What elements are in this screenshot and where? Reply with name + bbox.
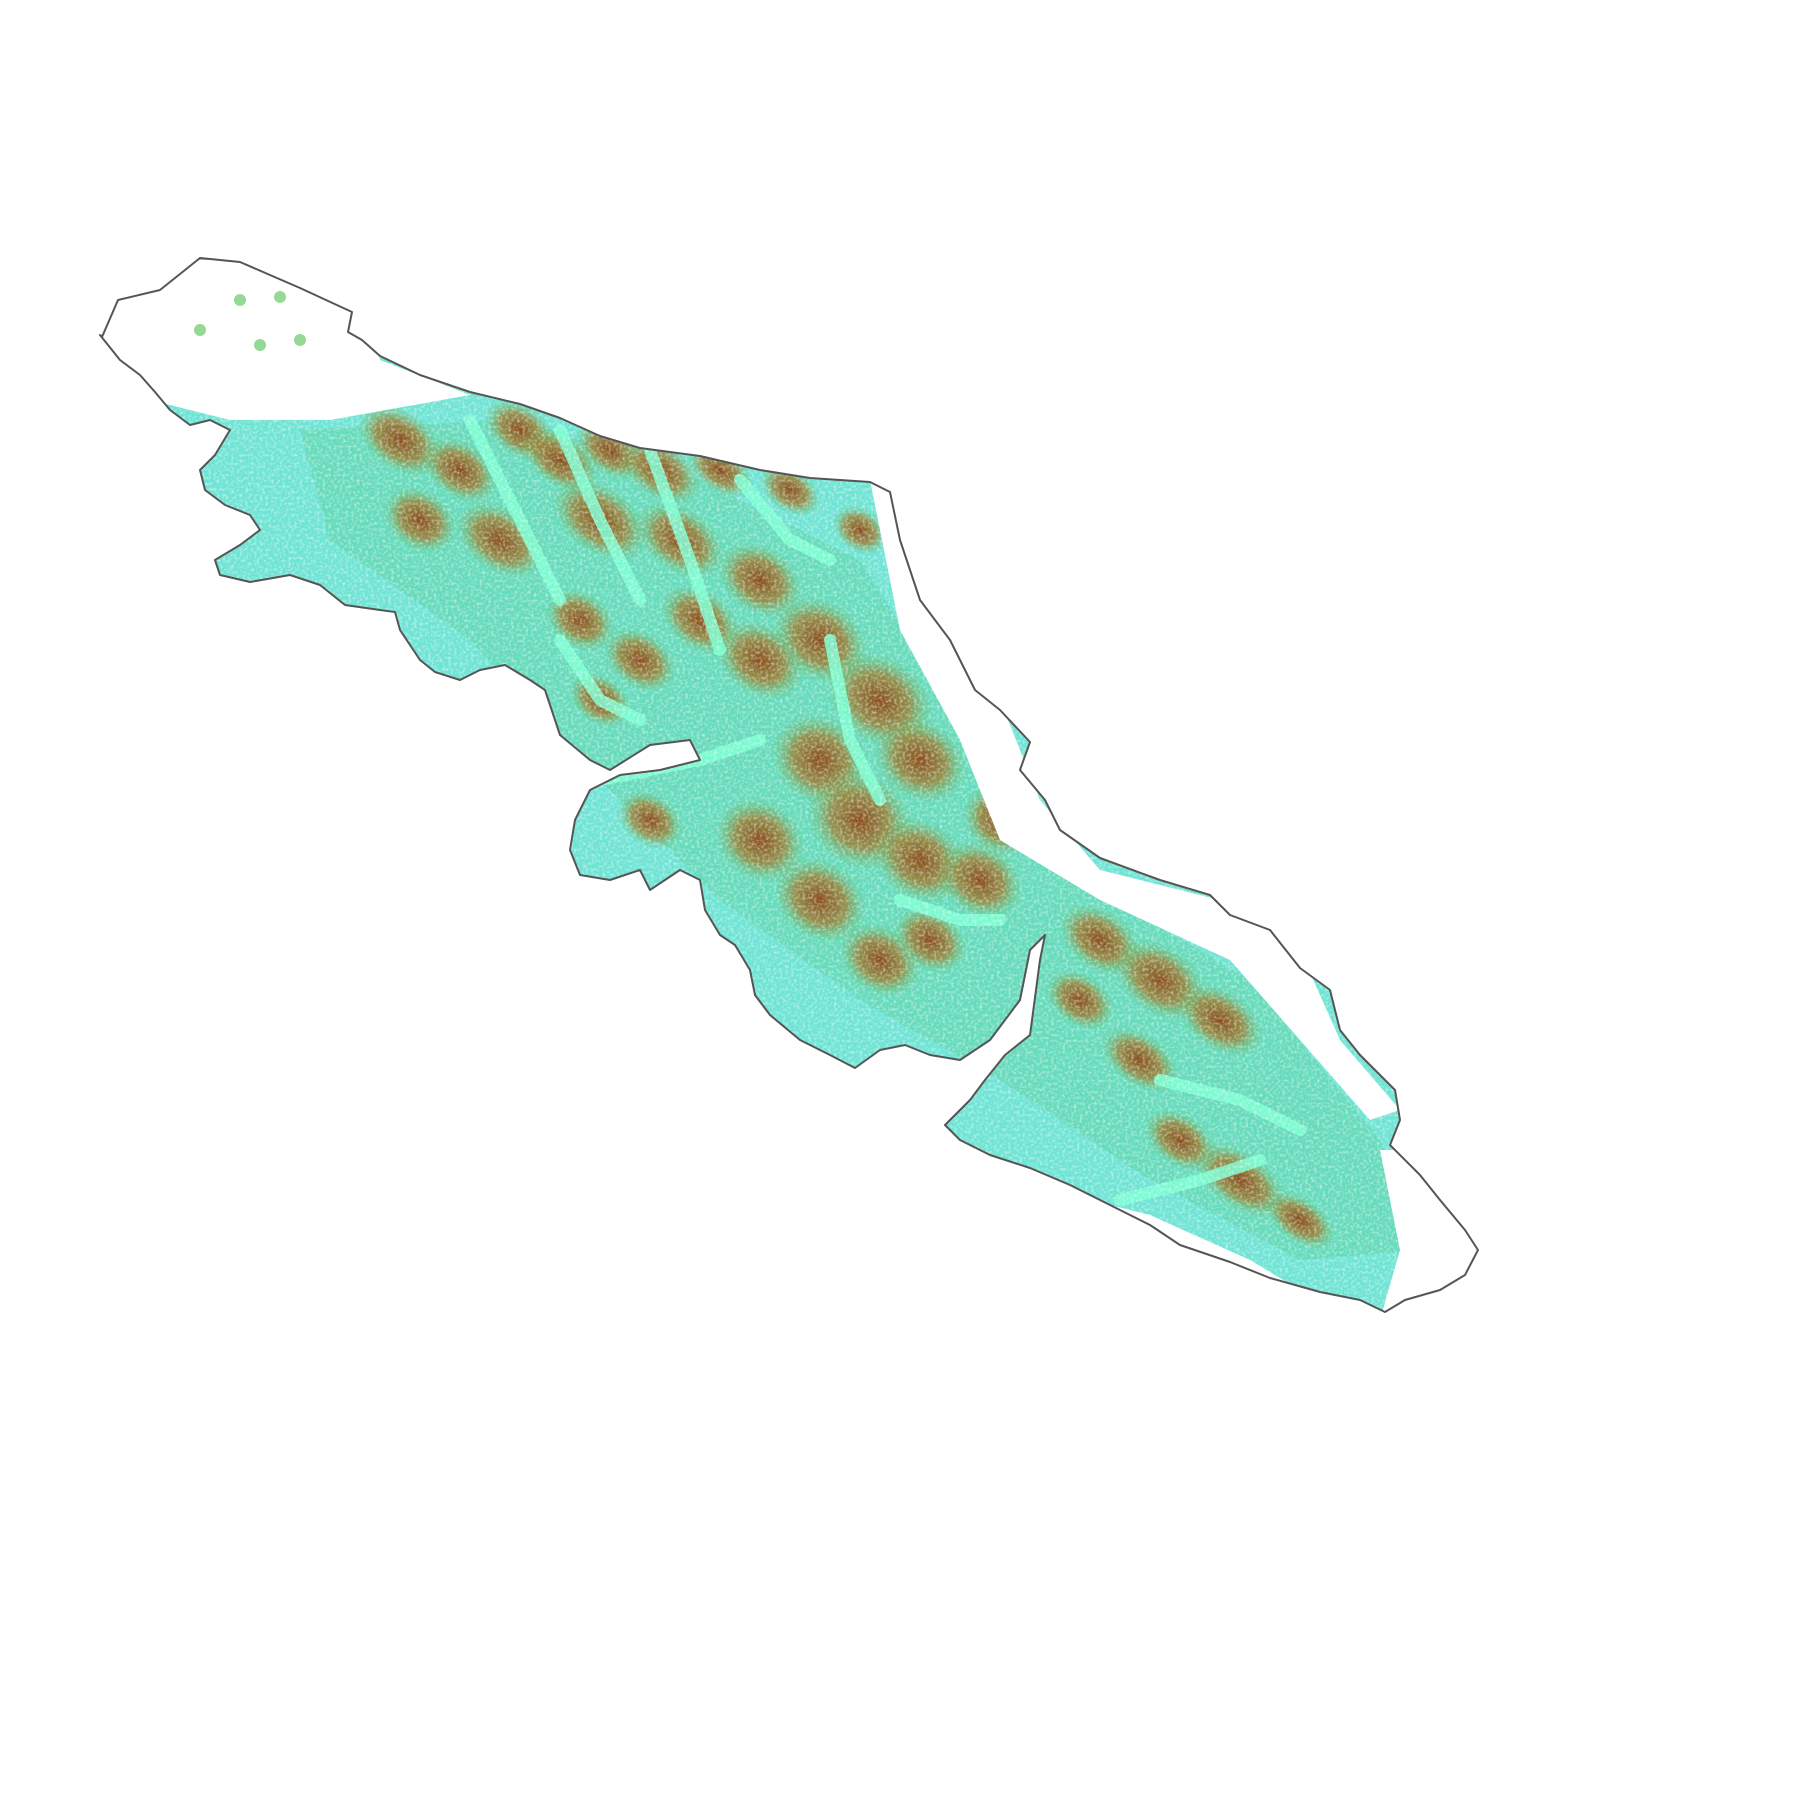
sparse-raster-cell bbox=[274, 291, 286, 303]
sparse-raster-cell bbox=[294, 334, 306, 346]
nodata-patch bbox=[100, 260, 470, 420]
sparse-raster-cell bbox=[254, 339, 266, 351]
sparse-raster-cell bbox=[234, 294, 246, 306]
nodata-patch bbox=[870, 480, 1400, 1120]
coastline-outline bbox=[99, 257, 1479, 1313]
sparse-raster-cell bbox=[194, 324, 206, 336]
